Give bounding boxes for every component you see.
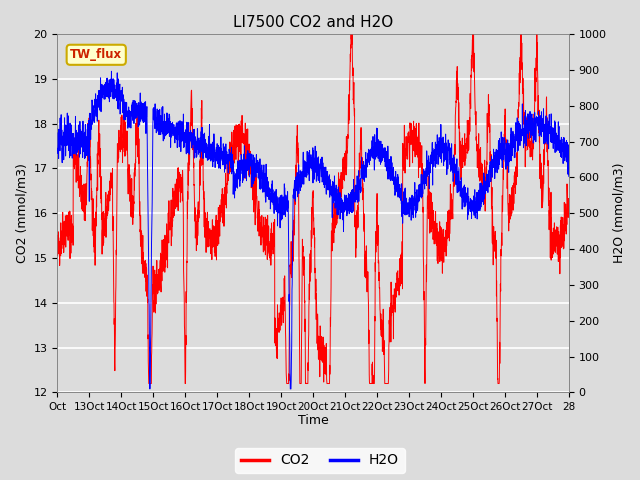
Legend: CO2, H2O: CO2, H2O bbox=[236, 448, 404, 473]
X-axis label: Time: Time bbox=[298, 414, 328, 427]
Y-axis label: CO2 (mmol/m3): CO2 (mmol/m3) bbox=[15, 163, 28, 263]
Y-axis label: H2O (mmol/m3): H2O (mmol/m3) bbox=[612, 163, 625, 264]
Text: TW_flux: TW_flux bbox=[70, 48, 122, 61]
Title: LI7500 CO2 and H2O: LI7500 CO2 and H2O bbox=[233, 15, 393, 30]
